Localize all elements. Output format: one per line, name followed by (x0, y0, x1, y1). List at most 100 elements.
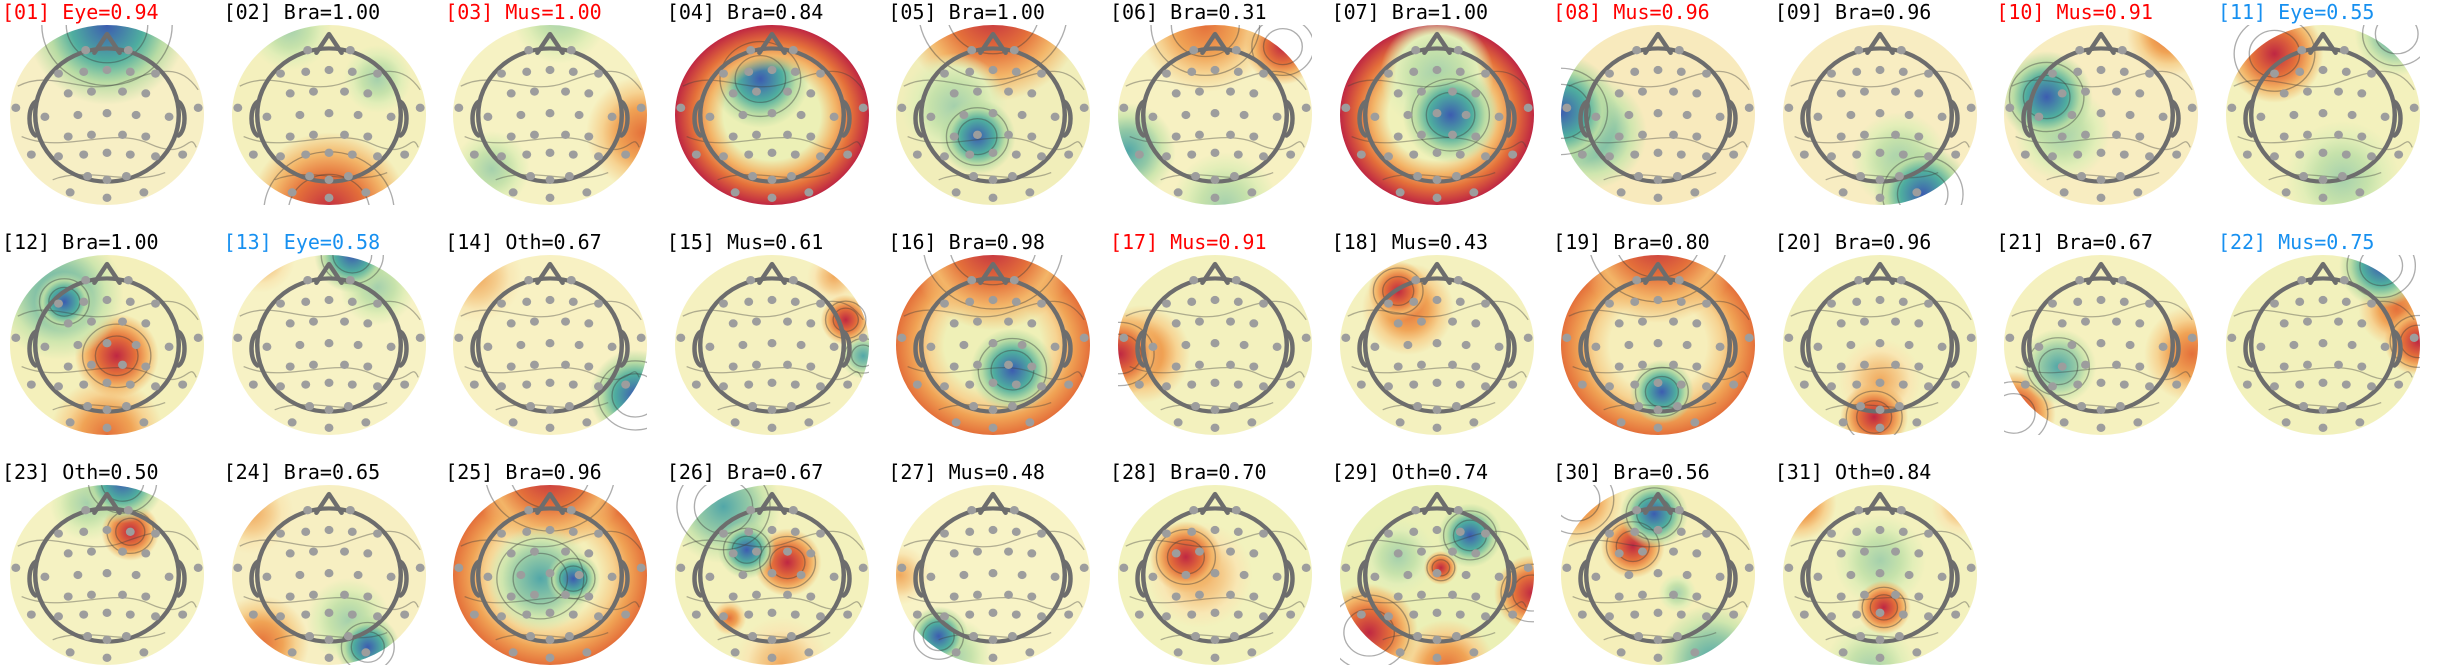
left-ear-icon (470, 329, 482, 368)
left-ear-icon (27, 559, 38, 598)
component-cell: [28] Bra=0.70 (1108, 460, 1330, 667)
nose-icon (2086, 261, 2117, 285)
right-ear-icon (1505, 559, 1517, 598)
component-cell: [08] Mus=0.96 (1551, 0, 1773, 230)
topomap-head-overlay (897, 25, 1090, 202)
topomap (10, 485, 204, 665)
right-ear-icon (1727, 329, 1738, 368)
topomap (674, 485, 869, 665)
right-ear-icon (840, 99, 852, 138)
topomap (1117, 255, 1312, 435)
nose-icon (1200, 261, 1230, 285)
left-ear-icon (692, 329, 703, 368)
topomap-head-overlay (232, 491, 425, 665)
topomap-head-overlay (2227, 25, 2420, 202)
component-title: [09] Bra=0.96 (1774, 0, 1932, 24)
contour-line (1129, 136, 1305, 150)
nose-icon (2086, 31, 2117, 55)
right-ear-icon (840, 559, 852, 598)
topomap (231, 485, 426, 665)
nose-icon (1643, 261, 1673, 285)
left-ear-icon (692, 559, 703, 598)
electrode-dots (897, 506, 1090, 662)
topomap-head-overlay (2005, 31, 2197, 202)
contour-line (1794, 366, 1970, 380)
right-ear-icon (1727, 559, 1738, 598)
nose-icon (535, 31, 566, 55)
nose-icon (1200, 31, 1230, 55)
nose-icon (535, 261, 566, 285)
left-ear-icon (2243, 329, 2254, 368)
contour-line (2015, 136, 2192, 150)
electrode-dots (676, 46, 868, 202)
electrode-dots (1119, 506, 1311, 662)
contour-rings (597, 360, 648, 431)
left-ear-icon (1578, 329, 1589, 368)
component-title: [31] Oth=0.84 (1774, 460, 1932, 484)
topomap-head-overlay (2227, 255, 2420, 432)
electrode-dots (11, 276, 203, 432)
contour-rings (1845, 390, 1903, 435)
contour-line (1350, 136, 1527, 150)
electrode-dots (2005, 276, 2197, 432)
contour-line (2015, 366, 2192, 380)
component-title: [16] Bra=0.98 (888, 230, 1045, 254)
right-ear-icon (1727, 99, 1738, 138)
left-ear-icon (248, 559, 260, 598)
component-title: [14] Oth=0.67 (445, 230, 602, 254)
topomap-head-overlay (1561, 31, 1754, 202)
right-ear-icon (1505, 99, 1517, 138)
right-ear-icon (397, 99, 409, 138)
left-ear-icon (1356, 99, 1368, 138)
left-ear-icon (1578, 99, 1589, 138)
contour-rings (919, 25, 1067, 167)
topomap (674, 25, 869, 205)
contour-line (242, 596, 419, 610)
electrode-dots (232, 506, 425, 662)
topomap-head-overlay (1119, 25, 1312, 202)
topomap (231, 255, 426, 435)
nose-icon (535, 491, 566, 515)
left-ear-icon (1135, 99, 1146, 138)
nose-icon (1864, 491, 1895, 515)
topomap-head-overlay (232, 255, 425, 432)
electrode-dots (1784, 46, 1976, 202)
contour-line (907, 596, 1084, 610)
contour-rings (1117, 321, 1155, 387)
contour-line (1794, 136, 1970, 150)
contour-line (1350, 366, 1527, 380)
topomap (896, 25, 1091, 205)
nose-icon (978, 261, 1009, 285)
topomap-head-overlay (676, 31, 868, 202)
electrode-dots (1784, 506, 1976, 662)
left-ear-icon (2021, 99, 2033, 138)
electrode-dots (2005, 46, 2197, 202)
topomap (2225, 255, 2420, 435)
component-cell: [05] Bra=1.00 (886, 0, 1108, 230)
right-ear-icon (1062, 99, 1074, 138)
left-ear-icon (913, 329, 925, 368)
component-cell: [13] Eye=0.58 (222, 230, 444, 460)
left-ear-icon (248, 329, 260, 368)
contour-line (2237, 366, 2413, 380)
nose-icon (1643, 491, 1673, 515)
topomap-head-overlay (11, 485, 203, 662)
right-ear-icon (2392, 329, 2403, 368)
electrode-dots (2227, 276, 2419, 432)
left-ear-icon (1356, 329, 1368, 368)
electrode-dots (1340, 46, 1533, 202)
topomap-head-overlay (1784, 261, 1976, 435)
contour-line (1572, 366, 1749, 380)
contour-rings (719, 40, 802, 118)
topomap-head-overlay (2004, 261, 2197, 435)
contour-rings (41, 25, 173, 87)
right-ear-icon (619, 559, 630, 598)
contour-line (464, 366, 641, 380)
electrode-dots (1784, 276, 1976, 432)
topomap (1782, 485, 1977, 665)
component-cell: [24] Bra=0.65 (222, 460, 444, 667)
topomap (10, 25, 204, 205)
contour-line (1129, 366, 1305, 380)
component-cell: [03] Mus=1.00 (443, 0, 665, 230)
